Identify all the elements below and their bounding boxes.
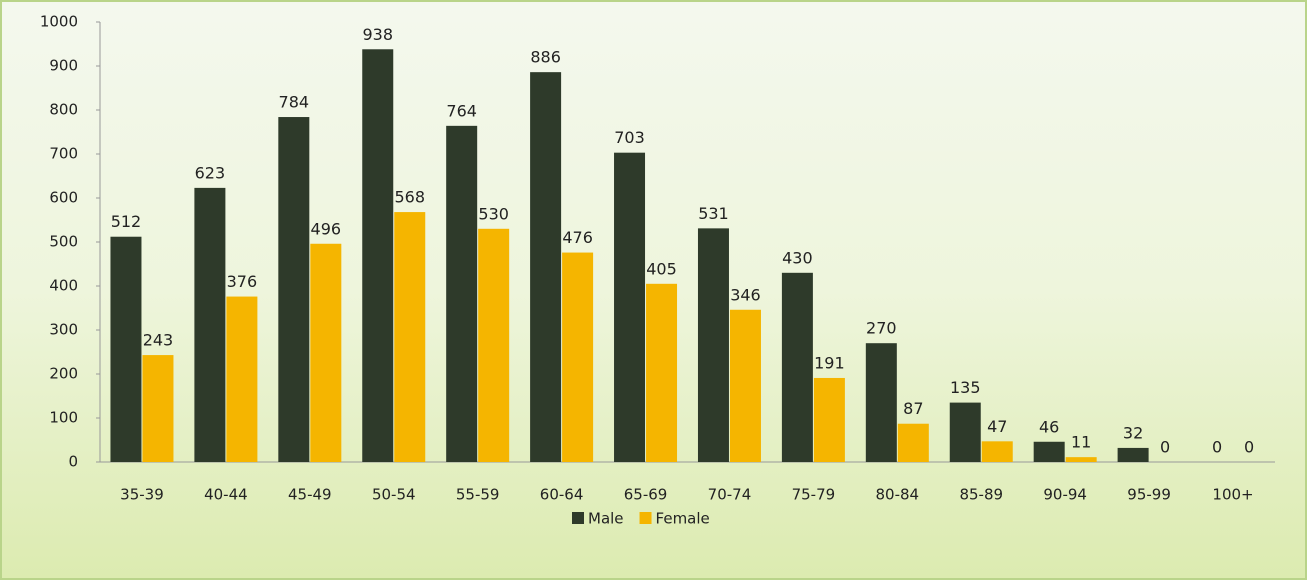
value-label: 0 [1244, 438, 1254, 457]
x-tick-label: 65-69 [624, 486, 668, 504]
x-tick-label: 45-49 [288, 486, 332, 504]
bar [981, 441, 1013, 462]
bar [1033, 441, 1065, 462]
value-label: 476 [562, 228, 593, 247]
value-label: 87 [903, 399, 923, 418]
bar [226, 296, 258, 462]
value-label: 568 [394, 188, 425, 207]
bar [646, 283, 678, 462]
y-tick-label: 900 [49, 57, 78, 75]
value-label: 938 [362, 25, 393, 44]
value-label: 405 [646, 259, 677, 278]
value-label: 47 [987, 417, 1007, 436]
y-tick-label: 0 [68, 453, 78, 471]
value-label: 376 [227, 272, 258, 291]
bar [813, 377, 845, 462]
value-label: 512 [111, 212, 142, 231]
value-label: 0 [1160, 438, 1170, 457]
bar [949, 402, 981, 462]
bar [1117, 447, 1149, 462]
bar [194, 187, 226, 462]
x-tick-label: 40-44 [204, 486, 248, 504]
x-tick-label: 80-84 [876, 486, 920, 504]
value-label: 496 [311, 219, 342, 238]
bar [562, 252, 594, 462]
bar [278, 117, 310, 462]
value-label: 764 [446, 101, 477, 120]
y-tick-label: 600 [49, 189, 78, 207]
value-label: 530 [478, 204, 509, 223]
bar [478, 228, 510, 462]
value-label: 270 [866, 319, 897, 338]
bar [1065, 457, 1097, 462]
bar [614, 152, 646, 462]
bar [729, 309, 761, 462]
legend-label: Male [588, 510, 624, 528]
value-label: 11 [1071, 433, 1091, 452]
value-label: 886 [530, 48, 561, 67]
x-tick-label: 95-99 [1127, 486, 1171, 504]
value-label: 191 [814, 353, 845, 372]
value-label: 784 [279, 93, 310, 112]
y-tick-label: 400 [49, 277, 78, 295]
bar [142, 355, 174, 462]
x-tick-label: 55-59 [456, 486, 500, 504]
legend-swatch [572, 512, 584, 524]
y-tick-label: 500 [49, 233, 78, 251]
value-label: 32 [1123, 423, 1143, 442]
x-tick-label: 35-39 [120, 486, 164, 504]
value-label: 703 [614, 128, 645, 147]
value-label: 243 [143, 331, 174, 350]
legend-swatch [639, 512, 652, 524]
value-label: 430 [782, 248, 813, 267]
y-tick-label: 200 [49, 365, 78, 383]
bar [781, 272, 813, 462]
y-tick-label: 100 [49, 409, 78, 427]
y-tick-label: 800 [49, 101, 78, 119]
x-tick-label: 100+ [1212, 486, 1253, 504]
value-label: 46 [1039, 417, 1059, 436]
bar [530, 72, 562, 462]
bar [897, 423, 929, 462]
x-tick-label: 75-79 [792, 486, 836, 504]
bar [697, 228, 729, 462]
bar [446, 125, 478, 462]
y-tick-label: 1000 [40, 13, 78, 31]
x-tick-label: 85-89 [959, 486, 1003, 504]
value-label: 0 [1212, 438, 1222, 457]
bar [110, 236, 142, 462]
value-label: 623 [195, 163, 226, 182]
value-label: 346 [730, 285, 761, 304]
y-tick-label: 700 [49, 145, 78, 163]
x-tick-label: 90-94 [1043, 486, 1087, 504]
value-label: 531 [698, 204, 729, 223]
bar [394, 212, 426, 462]
x-tick-label: 60-64 [540, 486, 584, 504]
bar [362, 49, 394, 462]
value-label: 135 [950, 378, 981, 397]
y-tick-label: 300 [49, 321, 78, 339]
bar [310, 243, 342, 462]
legend-label: Female [656, 510, 710, 528]
x-tick-label: 70-74 [708, 486, 752, 504]
x-tick-label: 50-54 [372, 486, 416, 504]
bar [865, 343, 897, 462]
